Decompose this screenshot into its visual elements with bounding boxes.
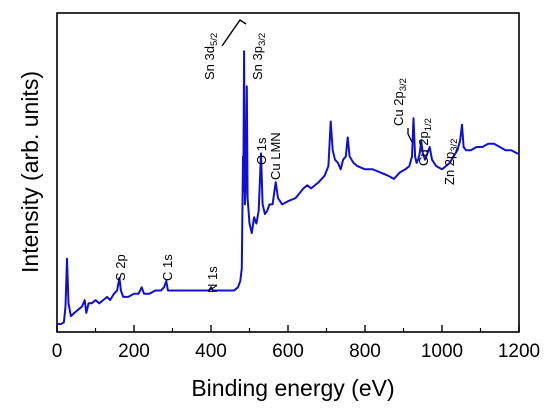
leader-line-sn <box>221 19 247 47</box>
x-tick-label: 1000 <box>421 341 463 362</box>
x-tick-label: 400 <box>195 341 227 362</box>
x-tick-label: 0 <box>52 341 63 362</box>
peak-label-cu-2p32: Cu 2p3/2 <box>391 78 409 126</box>
x-axis-title: Binding energy (eV) <box>191 375 394 401</box>
peak-label-c-1s: C 1s <box>160 254 175 281</box>
x-axis-ticks: 0 200 400 600 800 1000 1200 <box>52 325 540 362</box>
peak-label-sn-3p32: Sn 3p3/2 <box>250 33 268 80</box>
peak-label-o-1s: O 1s <box>254 137 269 165</box>
peak-label-zn-2p32: Zn 2p3/2 <box>442 139 460 185</box>
spectrum-line <box>57 50 519 325</box>
peak-label-sn-3d52: Sn 3d5/2 <box>202 33 220 80</box>
x-tick-label: 1200 <box>498 341 540 362</box>
leader-line-cu-2p32 <box>407 128 413 143</box>
peak-label-s-2p: S 2p <box>113 254 128 281</box>
peak-label-cu-lmn: Cu LMN <box>268 132 283 180</box>
x-tick-label: 200 <box>118 341 150 362</box>
peak-label-n-1s: N 1s <box>205 266 220 293</box>
x-tick-label: 600 <box>272 341 304 362</box>
y-axis-title: Intensity (arb. units) <box>17 71 43 273</box>
x-tick-label: 800 <box>349 341 381 362</box>
